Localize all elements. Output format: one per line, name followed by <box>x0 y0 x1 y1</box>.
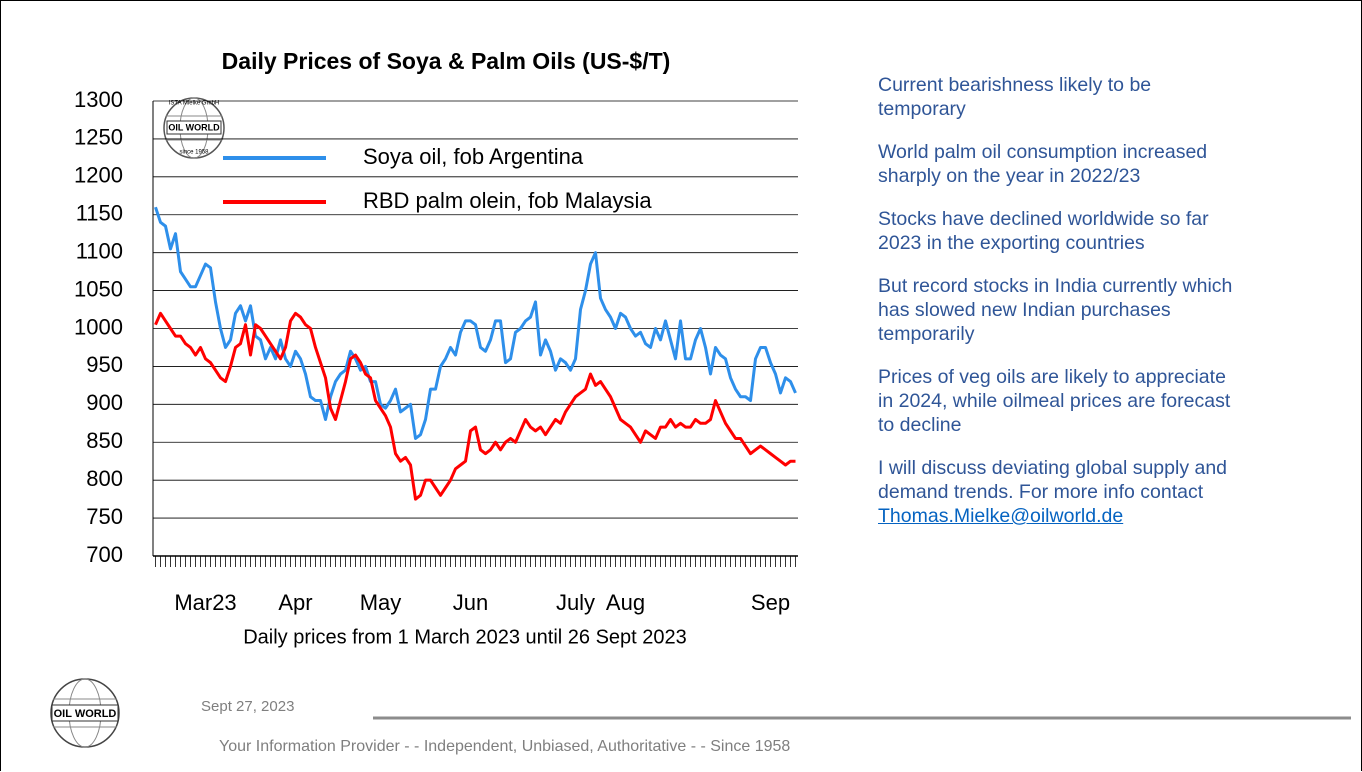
notes: Current bearishness likely to be temporar… <box>878 73 1348 547</box>
note-line: Prices of veg oils are likely to appreci… <box>878 366 1226 388</box>
chart-logo: OIL WORLD ISTA Mielke GmbH since 1958 <box>163 97 225 159</box>
footer-logo-graphic: OIL WORLD <box>50 678 120 748</box>
note-line: World palm oil consumption increased <box>878 141 1208 163</box>
legend-label: Soya oil, fob Argentina <box>363 144 584 169</box>
y-tick-label: 1300 <box>74 87 123 112</box>
y-tick-label: 800 <box>86 466 123 491</box>
logo-top: ISTA Mielke GmbH <box>169 101 220 107</box>
y-tick-label: 950 <box>86 352 123 377</box>
y-tick-label: 1200 <box>74 163 123 188</box>
y-tick-label: 900 <box>86 390 123 415</box>
y-tick-label: 1150 <box>76 201 123 226</box>
contact-email[interactable]: Thomas.Mielke@oilworld.de <box>878 505 1124 527</box>
logo-band <box>166 120 222 135</box>
x-tick-label: July <box>556 590 595 615</box>
x-tick-label: Mar23 <box>174 590 236 615</box>
logo-name: OIL WORLD <box>168 122 220 132</box>
x-axis-label: Daily prices from 1 March 2023 until 26 … <box>243 626 687 648</box>
chart-title: Daily Prices of Soya & Palm Oils (US-$/T… <box>222 48 671 74</box>
note-line: in 2024, while oilmeal prices are foreca… <box>878 390 1231 412</box>
series-line <box>154 311 796 501</box>
logo-bottom: since 1958 <box>179 150 209 156</box>
x-tick-label: Sep <box>751 590 790 615</box>
chart: Daily Prices of Soya & Palm Oils (US-$/T… <box>74 48 798 648</box>
footer-date: Sept 27, 2023 <box>201 698 295 715</box>
note-line: 2023 in the exporting countries <box>878 232 1145 254</box>
series-line <box>154 206 797 440</box>
x-tick-label: May <box>360 590 402 615</box>
note-paragraph: But record stocks in India currently whi… <box>878 274 1348 346</box>
x-tick-label: Jun <box>453 590 488 615</box>
logo-band <box>51 704 119 722</box>
note-paragraph: I will discuss deviating global supply a… <box>878 456 1348 528</box>
note-paragraph: Stocks have declined worldwide so far 202… <box>878 207 1348 255</box>
y-tick-label: 1100 <box>76 238 123 263</box>
legend-label: RBD palm olein, fob Malaysia <box>363 188 652 213</box>
x-tick-label: Aug <box>606 590 645 615</box>
note-paragraph: Current bearishness likely to be temporar… <box>878 73 1348 121</box>
y-tick-label: 1250 <box>74 125 123 150</box>
x-tick-label: Apr <box>278 590 312 615</box>
y-tick-label: 750 <box>86 504 123 529</box>
note-paragraph: World palm oil consumption increased shar… <box>878 140 1348 188</box>
y-tick-label: 850 <box>86 428 123 453</box>
footer-tagline: Your Information Provider - - Independen… <box>219 738 791 755</box>
y-tick-label: 700 <box>86 542 123 567</box>
note-line: But record stocks in India currently whi… <box>878 275 1233 297</box>
note-line: Stocks have declined worldwide so far <box>878 208 1209 230</box>
note-paragraph: Prices of veg oils are likely to appreci… <box>878 365 1348 437</box>
y-tick-label: 1000 <box>74 314 123 339</box>
note-line: temporarily <box>878 323 975 345</box>
note-line: to decline <box>878 414 962 436</box>
note-line: has slowed new Indian purchases <box>878 299 1171 321</box>
note-line: I will discuss deviating global supply a… <box>878 457 1228 479</box>
note-line: temporary <box>878 98 966 120</box>
y-tick-label: 1050 <box>74 276 123 301</box>
footer-logo-name: OIL WORLD <box>54 708 117 720</box>
note-line: Current bearishness likely to be <box>878 74 1152 96</box>
note-line: demand trends. For more info contact <box>878 481 1204 503</box>
note-line: sharply on the year in 2022/23 <box>878 165 1141 187</box>
